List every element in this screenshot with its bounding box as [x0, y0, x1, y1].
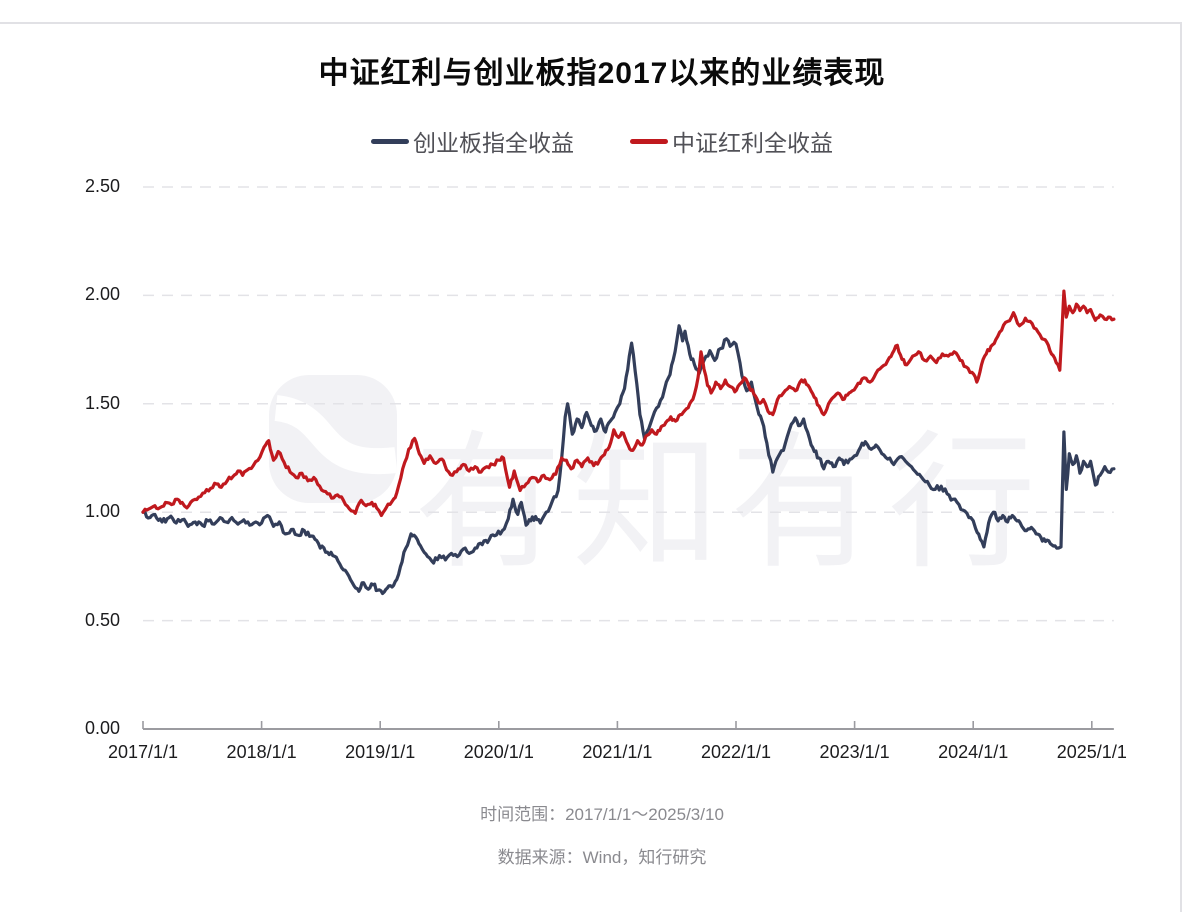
x-tick-label: 2018/1/1 [226, 742, 297, 762]
x-tick-label: 2019/1/1 [345, 742, 416, 762]
red-line-swatch-icon [630, 138, 668, 144]
yzyx-logo-watermark-icon [269, 375, 397, 503]
series-line-1 [141, 289, 1116, 518]
chart-legend: 创业板指全收益 中证红利全收益 [0, 124, 1204, 158]
x-tick-label: 2025/1/1 [1056, 742, 1127, 762]
x-tick-label: 2021/1/1 [582, 742, 653, 762]
data-source-note: 数据来源：Wind，知行研究 [497, 848, 707, 867]
x-tick-label: 2023/1/1 [819, 742, 890, 762]
card-border-right [1180, 22, 1182, 912]
y-tick-label: 2.00 [84, 284, 120, 305]
legend-item-dividend: 中证红利全收益 [630, 124, 833, 158]
y-tick-label: 0.00 [84, 718, 120, 738]
x-tick-label: 2020/1/1 [463, 742, 534, 762]
x-tick-label: 2024/1/1 [938, 742, 1009, 762]
navy-line-swatch-icon [371, 138, 409, 144]
chart-title: 中证红利与创业板指2017以来的业绩表现 [318, 57, 886, 90]
time-range-note: 时间范围：2017/1/1～2025/3/10 [480, 805, 724, 824]
watermark-text: 有知有行 [414, 421, 1046, 586]
y-tick-label: 2.50 [84, 176, 120, 196]
y-tick-label: 1.50 [84, 392, 120, 413]
x-tick-label: 2022/1/1 [700, 742, 772, 762]
legend-label-dividend: 中证红利全收益 [672, 130, 833, 156]
series-line-0 [141, 324, 1116, 596]
x-tick-label: 2017/1/1 [107, 742, 179, 762]
y-tick-label: 1.00 [84, 501, 120, 522]
legend-label-chinext: 创业板指全收益 [413, 130, 574, 156]
y-tick-label: 0.50 [84, 609, 120, 630]
legend-item-chinext: 创业板指全收益 [371, 124, 574, 158]
card-border-top [0, 22, 1182, 24]
